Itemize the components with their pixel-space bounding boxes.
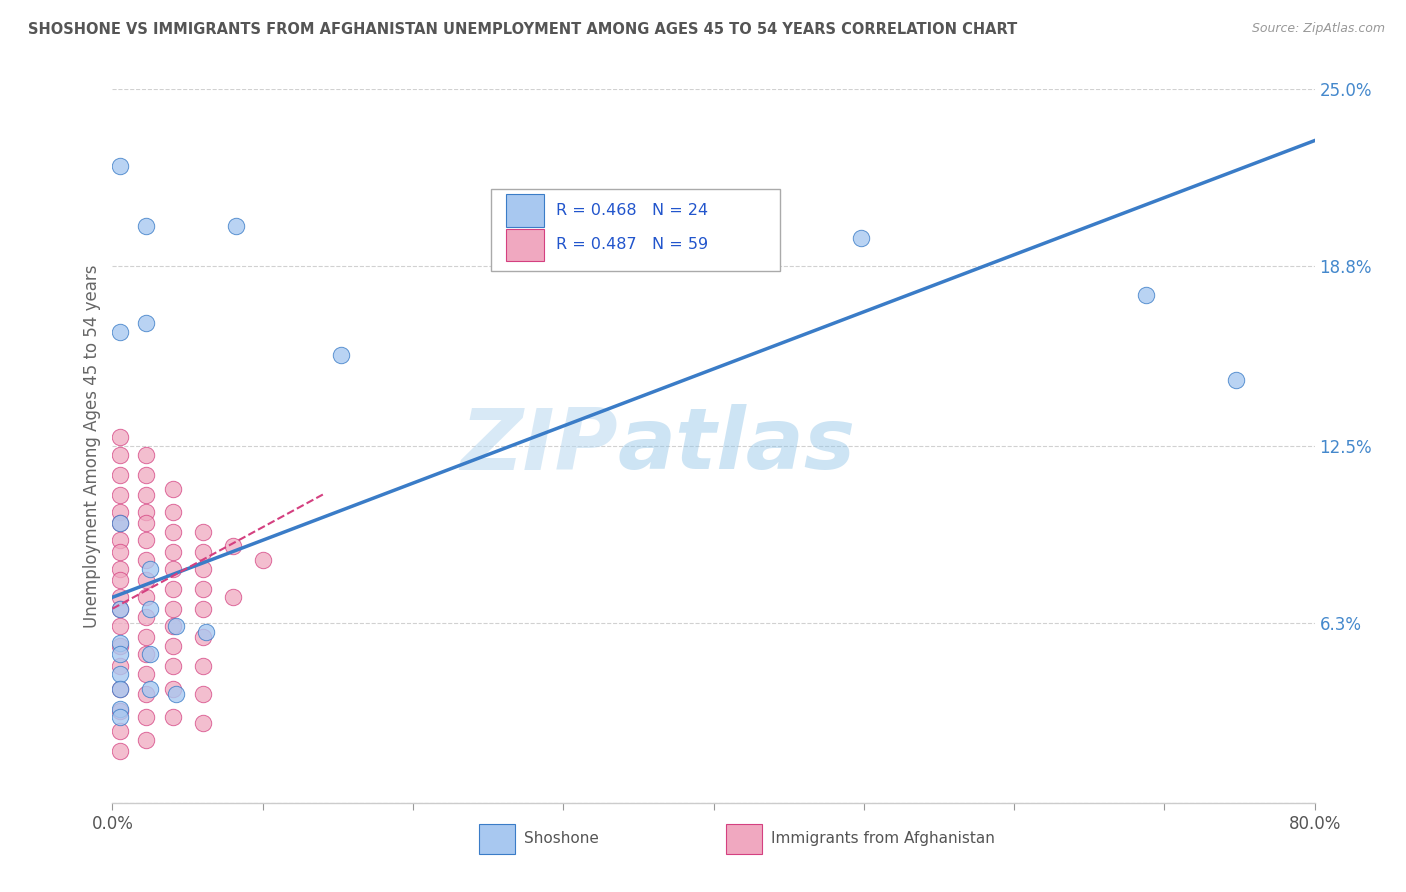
Point bbox=[108, 591, 131, 605]
Point bbox=[135, 667, 157, 681]
Point bbox=[162, 482, 184, 496]
Point bbox=[191, 601, 214, 615]
Point bbox=[108, 658, 131, 673]
Text: Shoshone: Shoshone bbox=[523, 831, 599, 846]
Point bbox=[162, 505, 184, 519]
Point bbox=[135, 648, 157, 662]
Point bbox=[225, 219, 247, 234]
Point bbox=[108, 601, 131, 615]
Text: Immigrants from Afghanistan: Immigrants from Afghanistan bbox=[772, 831, 995, 846]
Point bbox=[162, 601, 184, 615]
Point bbox=[135, 687, 157, 701]
Point bbox=[135, 505, 157, 519]
Point bbox=[139, 601, 162, 615]
Point bbox=[135, 733, 157, 747]
Point bbox=[108, 325, 131, 339]
Point bbox=[135, 467, 157, 482]
Point bbox=[135, 610, 157, 624]
Point bbox=[108, 648, 131, 662]
Point bbox=[135, 710, 157, 724]
Point bbox=[194, 624, 217, 639]
Point bbox=[162, 619, 184, 633]
Point bbox=[165, 687, 187, 701]
Point bbox=[162, 710, 184, 724]
Point bbox=[191, 658, 214, 673]
Point bbox=[108, 544, 131, 558]
Point bbox=[108, 467, 131, 482]
Point bbox=[135, 316, 157, 330]
Point bbox=[135, 533, 157, 548]
Point bbox=[162, 658, 184, 673]
Point bbox=[135, 553, 157, 567]
Point bbox=[108, 533, 131, 548]
Point bbox=[191, 630, 214, 644]
Point bbox=[135, 516, 157, 530]
Point bbox=[108, 448, 131, 462]
Point bbox=[191, 524, 214, 539]
Point bbox=[108, 744, 131, 758]
Point bbox=[252, 553, 274, 567]
Point bbox=[191, 582, 214, 596]
Point bbox=[849, 230, 872, 244]
Text: R = 0.487   N = 59: R = 0.487 N = 59 bbox=[555, 237, 709, 252]
Point bbox=[108, 159, 131, 173]
Point bbox=[135, 573, 157, 587]
FancyBboxPatch shape bbox=[491, 189, 780, 271]
Point bbox=[135, 591, 157, 605]
Point bbox=[108, 701, 131, 715]
Point bbox=[108, 667, 131, 681]
Point bbox=[191, 715, 214, 730]
Point bbox=[165, 619, 187, 633]
Bar bbox=[725, 824, 762, 855]
Point bbox=[139, 681, 162, 696]
Point bbox=[162, 681, 184, 696]
Point bbox=[162, 544, 184, 558]
Bar bbox=[479, 824, 515, 855]
Text: SHOSHONE VS IMMIGRANTS FROM AFGHANISTAN UNEMPLOYMENT AMONG AGES 45 TO 54 YEARS C: SHOSHONE VS IMMIGRANTS FROM AFGHANISTAN … bbox=[28, 22, 1018, 37]
Point bbox=[108, 430, 131, 444]
Point bbox=[222, 591, 245, 605]
Point bbox=[135, 448, 157, 462]
Point bbox=[191, 687, 214, 701]
Point bbox=[139, 648, 162, 662]
Point bbox=[108, 516, 131, 530]
Point bbox=[135, 630, 157, 644]
Point bbox=[108, 619, 131, 633]
Point bbox=[139, 562, 162, 576]
Point bbox=[135, 219, 157, 234]
Point bbox=[329, 348, 352, 362]
Point bbox=[108, 681, 131, 696]
Point bbox=[108, 505, 131, 519]
Text: ZIP: ZIP bbox=[460, 404, 617, 488]
Point bbox=[108, 705, 131, 719]
Y-axis label: Unemployment Among Ages 45 to 54 years: Unemployment Among Ages 45 to 54 years bbox=[83, 264, 101, 628]
Point bbox=[108, 516, 131, 530]
Text: R = 0.468   N = 24: R = 0.468 N = 24 bbox=[555, 203, 709, 218]
Point bbox=[162, 562, 184, 576]
Point bbox=[1225, 373, 1247, 387]
Point bbox=[108, 601, 131, 615]
Point bbox=[162, 582, 184, 596]
Point bbox=[108, 562, 131, 576]
Point bbox=[108, 710, 131, 724]
Bar bbox=[506, 194, 544, 227]
Text: atlas: atlas bbox=[617, 404, 855, 488]
Point bbox=[222, 539, 245, 553]
Point bbox=[108, 636, 131, 650]
Text: Source: ZipAtlas.com: Source: ZipAtlas.com bbox=[1251, 22, 1385, 36]
Point bbox=[191, 562, 214, 576]
Point bbox=[135, 487, 157, 501]
Point bbox=[162, 524, 184, 539]
Point bbox=[108, 681, 131, 696]
Point bbox=[108, 487, 131, 501]
Point bbox=[1135, 287, 1157, 301]
Point bbox=[162, 639, 184, 653]
Point bbox=[108, 724, 131, 739]
Bar bbox=[506, 228, 544, 260]
Point bbox=[108, 639, 131, 653]
Point bbox=[191, 544, 214, 558]
Point bbox=[108, 573, 131, 587]
